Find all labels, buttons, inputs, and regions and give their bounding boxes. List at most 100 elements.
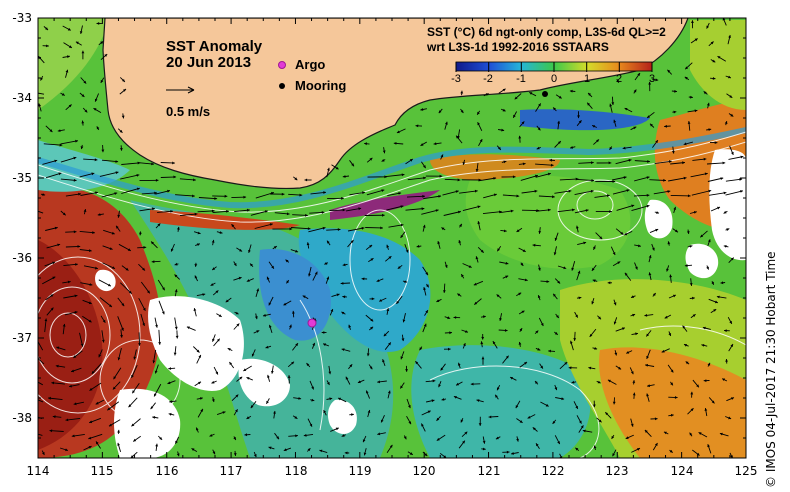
current-vector-head xyxy=(92,231,95,234)
current-vector-head xyxy=(55,364,59,368)
latitude-label: -35 xyxy=(12,171,32,185)
current-vector-head xyxy=(607,379,611,383)
current-vector-head xyxy=(578,296,582,300)
current-vector-head xyxy=(515,405,519,409)
current-vector-head xyxy=(34,398,37,401)
current-vector-head xyxy=(535,381,538,384)
current-vector-head xyxy=(324,262,328,265)
current-vector-head xyxy=(299,193,303,197)
current-vector-head xyxy=(564,362,568,365)
current-vector-head xyxy=(707,362,711,366)
current-vector-head xyxy=(226,210,229,213)
current-vector-head xyxy=(48,396,51,400)
current-vector-head xyxy=(436,437,440,441)
current-vector-head xyxy=(222,411,226,414)
current-vector-head xyxy=(445,121,448,125)
current-vector-head xyxy=(151,241,154,245)
current-vector-head xyxy=(386,308,390,312)
current-vector-head xyxy=(389,444,393,448)
current-vector-head xyxy=(79,31,83,34)
current-vector-head xyxy=(632,380,636,383)
current-vector-head xyxy=(609,103,613,107)
current-vector-head xyxy=(443,455,447,458)
current-vector-head xyxy=(652,293,656,296)
current-vector-head xyxy=(96,126,100,130)
current-vector-head xyxy=(289,227,293,231)
current-vector-head xyxy=(152,416,156,419)
current-vector xyxy=(250,210,268,216)
current-vector-head xyxy=(522,162,526,166)
current-vector-head xyxy=(717,56,721,59)
current-vector-head xyxy=(612,252,616,255)
longitude-label: 121 xyxy=(477,464,501,478)
current-vector-head xyxy=(211,380,215,384)
current-vector-head xyxy=(128,404,132,408)
current-vector-head xyxy=(273,246,277,249)
current-vector-head xyxy=(323,191,326,194)
current-vector-head xyxy=(670,369,674,373)
current-vector-head xyxy=(174,326,178,330)
current-vector-head xyxy=(194,212,198,216)
current-vector-head xyxy=(455,190,459,193)
current-vector-head xyxy=(633,126,637,130)
current-vector-head xyxy=(109,304,112,307)
current-vector-head xyxy=(722,161,726,165)
current-vector-head xyxy=(661,349,665,353)
current-vector-head xyxy=(173,352,177,356)
current-vector-head xyxy=(109,423,112,427)
current-vector-head xyxy=(67,27,71,31)
current-vector xyxy=(407,177,427,181)
current-vector-head xyxy=(719,432,723,436)
current-vector-head xyxy=(547,172,551,176)
current-vector-head xyxy=(622,327,625,331)
current-vector-head xyxy=(664,124,667,128)
current-vector-head xyxy=(557,441,560,445)
current-vector-head xyxy=(722,18,726,21)
current-vector-head xyxy=(250,405,254,409)
current-vector-head xyxy=(710,41,714,45)
current-vector-head xyxy=(495,394,498,398)
current-vector xyxy=(554,190,572,194)
current-vector-head xyxy=(553,107,556,111)
current-vector-head xyxy=(667,190,671,193)
current-vector-head xyxy=(573,338,577,341)
current-vector xyxy=(405,208,425,211)
current-vector-head xyxy=(337,228,341,231)
current-vector-head xyxy=(121,115,125,119)
current-vector-head xyxy=(459,223,462,227)
current-vector-head xyxy=(305,213,308,217)
current-vector-head xyxy=(587,102,590,106)
current-vector-head xyxy=(654,417,658,421)
current-vector-head xyxy=(361,277,365,281)
current-vector-head xyxy=(306,363,310,366)
current-vector xyxy=(443,211,462,216)
current-vector-head xyxy=(351,413,354,416)
latitude-label: -37 xyxy=(12,331,32,345)
longitude-label: 114 xyxy=(26,464,50,478)
current-vector-head xyxy=(700,234,704,238)
current-vector-head xyxy=(714,141,718,144)
current-vector-head xyxy=(142,267,145,271)
current-vector-head xyxy=(648,81,652,85)
current-vector-head xyxy=(340,282,344,285)
current-vector xyxy=(462,205,481,212)
current-vector-head xyxy=(598,419,602,423)
current-vector-head xyxy=(97,213,101,216)
current-vector-head xyxy=(672,294,676,298)
current-vector-head xyxy=(408,405,411,409)
current-vector-head xyxy=(548,349,551,353)
current-vector-head xyxy=(88,436,92,440)
current-vector-head xyxy=(170,248,174,252)
current-vector-head xyxy=(56,346,60,350)
current-vector-head xyxy=(35,210,38,213)
current-vector-head xyxy=(292,310,295,314)
current-vector-head xyxy=(397,266,401,269)
imos-credit: © IMOS 04-Jul-2017 21:30 Hobart Time xyxy=(764,251,778,488)
current-vector-head xyxy=(264,210,268,213)
current-vector-head xyxy=(498,146,501,150)
current-vector-head xyxy=(441,398,445,401)
current-vector-head xyxy=(120,334,123,338)
current-vector-head xyxy=(708,189,712,193)
current-vector-head xyxy=(294,416,298,419)
current-vector-head xyxy=(723,245,727,248)
